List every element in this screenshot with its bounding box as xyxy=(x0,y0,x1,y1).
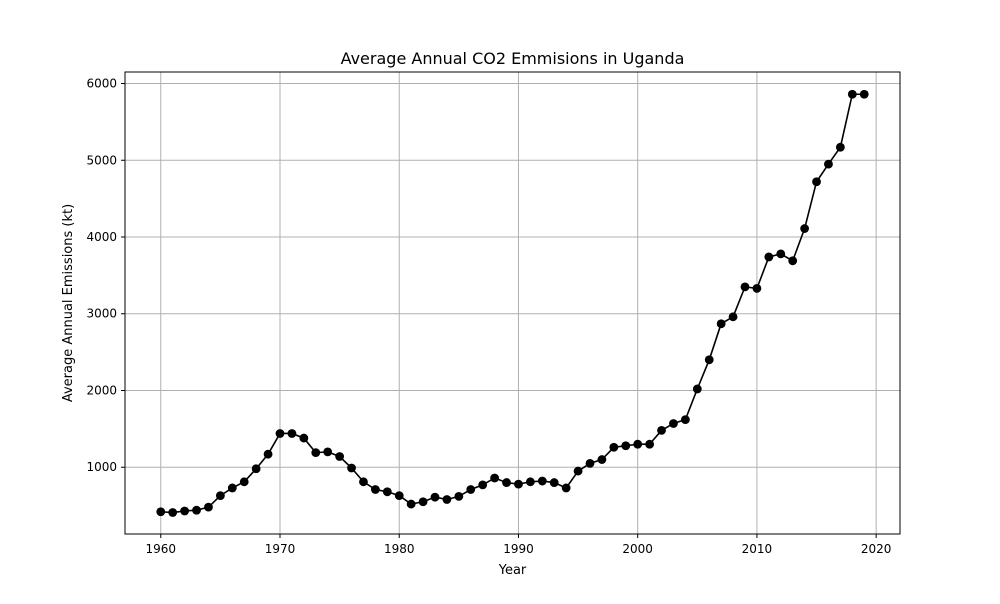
data-point xyxy=(585,458,595,468)
y-tick-label: 5000 xyxy=(86,153,117,167)
data-point xyxy=(740,282,750,292)
data-point xyxy=(657,425,666,435)
data-point xyxy=(490,473,500,483)
x-tick-label: 2010 xyxy=(742,542,773,556)
data-point xyxy=(382,487,392,497)
y-tick-label: 2000 xyxy=(86,383,117,397)
grid xyxy=(125,72,900,534)
data-point xyxy=(800,224,810,233)
plot-frame xyxy=(124,71,901,535)
data-point xyxy=(561,483,571,493)
data-point xyxy=(764,252,774,262)
y-tick-label: 1000 xyxy=(86,460,117,474)
x-tick-label: 2020 xyxy=(861,542,892,556)
data-point xyxy=(621,441,631,451)
data-point xyxy=(299,433,309,443)
y-tick-label: 6000 xyxy=(86,77,117,91)
data-point xyxy=(323,447,333,457)
data-point xyxy=(275,429,285,438)
data-point xyxy=(633,439,643,449)
data-point xyxy=(215,491,225,501)
data-point xyxy=(716,319,726,329)
data-point xyxy=(537,476,547,486)
x-tick-label: 1970 xyxy=(265,542,296,556)
data-point xyxy=(597,455,607,464)
chart-title: Average Annual CO2 Emmisions in Uganda xyxy=(341,49,685,68)
data-point xyxy=(859,89,869,99)
y-axis-label: Average Annual Emissions (kt) xyxy=(61,204,76,402)
data-point xyxy=(394,491,404,501)
x-tick-label: 1960 xyxy=(145,542,176,556)
data-point xyxy=(573,466,583,476)
y-tick-label: 3000 xyxy=(86,307,117,321)
data-point xyxy=(442,495,452,504)
data-point xyxy=(752,284,762,293)
data-point xyxy=(466,485,476,494)
data-point xyxy=(525,477,535,487)
data-point xyxy=(692,384,702,394)
data-point xyxy=(502,478,511,487)
data-point xyxy=(454,491,464,501)
data-point xyxy=(728,312,738,322)
x-tick-label: 1980 xyxy=(384,542,415,556)
data-point xyxy=(514,479,523,489)
data-point xyxy=(180,506,190,516)
data-point xyxy=(192,505,201,515)
data-point xyxy=(645,439,655,449)
data-point xyxy=(824,159,833,169)
data-point xyxy=(239,477,249,487)
data-point xyxy=(347,463,356,473)
data-point xyxy=(204,502,213,512)
data-point xyxy=(251,464,261,474)
data-point xyxy=(704,355,714,365)
x-tick-label: 1990 xyxy=(503,542,534,556)
data-point xyxy=(478,480,488,490)
data-point xyxy=(168,508,178,517)
data-point xyxy=(609,442,619,452)
data-point xyxy=(418,497,428,507)
data-point xyxy=(335,452,345,461)
data-point xyxy=(406,499,416,509)
data-point xyxy=(227,483,237,493)
data-point xyxy=(835,142,845,152)
data-point xyxy=(430,492,440,502)
axis-ticks: 1960 1970 1980 1990 2000 2010 2020 1000 2000 3000… xyxy=(86,77,891,556)
x-tick-label: 2000 xyxy=(622,542,653,556)
data-point xyxy=(370,485,380,494)
x-axis-label: Year xyxy=(498,563,527,578)
data-point xyxy=(311,448,321,458)
data-point xyxy=(812,177,821,187)
y-tick-label: 4000 xyxy=(86,230,117,244)
data-point xyxy=(847,89,857,99)
series-emissions xyxy=(156,89,869,517)
data-point xyxy=(776,249,786,259)
data-point xyxy=(680,415,690,425)
data-point xyxy=(359,477,368,487)
series-line xyxy=(160,93,865,514)
data-point xyxy=(669,419,678,428)
data-point xyxy=(549,478,559,487)
data-point xyxy=(788,256,798,266)
data-point xyxy=(287,429,297,438)
data-point xyxy=(263,449,273,459)
data-point xyxy=(156,507,166,517)
